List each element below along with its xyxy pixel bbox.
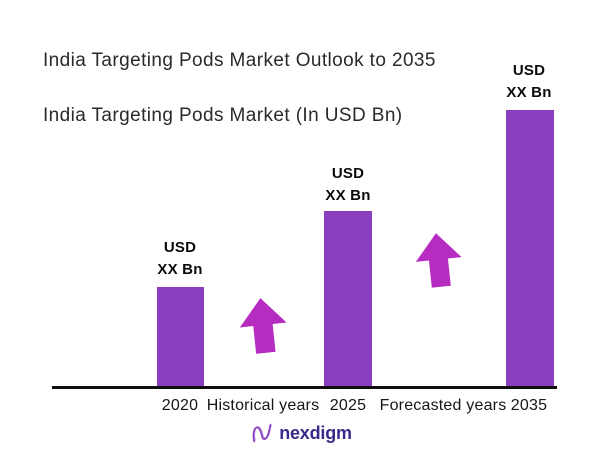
bar-2035	[506, 110, 554, 387]
x-axis-line	[52, 386, 557, 389]
growth-arrow-icon	[413, 231, 465, 294]
chart-title: India Targeting Pods Market Outlook to 2…	[43, 50, 436, 71]
bar-value-line1: USD	[512, 62, 546, 79]
x-axis-label-forecasted-years: Forecasted years	[379, 397, 507, 414]
bar-2025	[324, 211, 372, 387]
nexdigm-logo-text: nexdigm	[279, 422, 352, 443]
nexdigm-logo: nexdigm	[0, 421, 602, 445]
bar-value-line2: XX Bn	[157, 261, 203, 278]
bar-value-label-2020: USD XX Bn	[135, 237, 225, 281]
nexdigm-logo-icon	[250, 421, 273, 445]
bar-value-line1: USD	[331, 165, 365, 182]
bar-value-line2: XX Bn	[325, 187, 371, 204]
bar-value-line2: XX Bn	[506, 84, 552, 101]
x-axis-label-2025: 2025	[329, 397, 367, 414]
x-axis-label-2035: 2035	[510, 397, 548, 414]
bar-value-label-2035: USD XX Bn	[484, 60, 574, 104]
x-axis-label-historical-years: Historical years	[206, 397, 320, 414]
growth-arrow-icon	[237, 296, 290, 361]
chart-subtitle: India Targeting Pods Market (In USD Bn)	[43, 105, 403, 126]
bar-value-line1: USD	[163, 239, 197, 256]
x-axis-label-2020: 2020	[161, 397, 199, 414]
bar-2020	[157, 287, 204, 387]
bar-value-label-2025: USD XX Bn	[303, 163, 393, 207]
